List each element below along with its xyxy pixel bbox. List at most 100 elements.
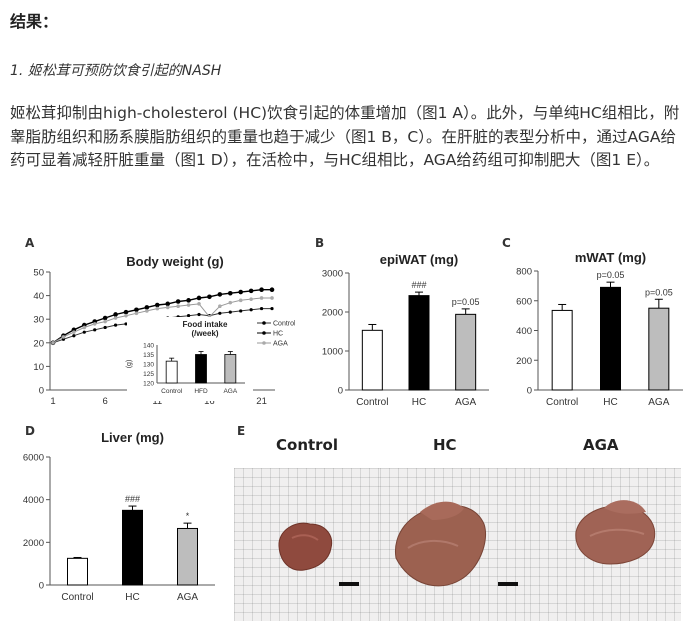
y-tick-label: 4000: [23, 495, 44, 506]
data-point-aga: [113, 316, 118, 320]
x-tick-label: AGA: [648, 397, 669, 408]
legend-label: Control: [273, 321, 295, 328]
panel-label-e: E: [237, 424, 246, 438]
x-tick-label: 6: [102, 396, 107, 407]
epiwat-chart-title: epiWAT (mg): [380, 252, 458, 267]
liver-image-aga: [575, 500, 656, 565]
x-tick-label: Control: [61, 592, 93, 603]
data-point-hc: [227, 290, 233, 296]
liver-image-control: [278, 522, 359, 586]
x-tick-label: 21: [256, 396, 267, 407]
y-tick-label: 0: [39, 581, 44, 592]
legend-marker: [262, 341, 266, 345]
liver-photo-hc: [380, 468, 531, 621]
y-tick-label: 20: [33, 338, 44, 349]
x-tick-label: HC: [603, 397, 617, 408]
panel-label-d: D: [25, 424, 35, 438]
significance-annotation: p=0.05: [597, 270, 625, 280]
panel-label-b: B: [315, 236, 325, 250]
inset-bar-aga: [224, 354, 237, 384]
data-point-hc: [134, 307, 139, 313]
inset-y-tick-label: 140: [143, 343, 154, 350]
bar-aga: [648, 307, 670, 391]
data-point-aga: [155, 306, 160, 311]
data-point-aga: [238, 298, 243, 303]
data-point-hc: [123, 309, 129, 315]
data-point-aga: [92, 322, 97, 326]
x-tick-label: HC: [412, 397, 426, 408]
bar-control: [67, 557, 88, 586]
photo-label-aga: AGA: [583, 436, 619, 454]
data-point-hc: [102, 315, 108, 321]
y-tick-label: 1000: [322, 347, 343, 358]
data-point-aga: [218, 304, 222, 309]
data-point-control: [72, 334, 76, 338]
y-tick-label: 30: [33, 315, 44, 326]
data-point-aga: [259, 296, 264, 300]
liver-chart: Liver (mg) 0 2000 4000 6000 Control ### HC * AGA: [23, 430, 215, 603]
data-point-control: [249, 308, 253, 312]
y-tick-label: 800: [516, 267, 532, 278]
data-point-control: [82, 330, 86, 334]
y-tick-label: 2000: [322, 308, 343, 319]
data-point-aga: [186, 303, 191, 307]
data-point-hc: [165, 301, 171, 307]
y-tick-label: 600: [516, 296, 532, 307]
data-point-control: [186, 314, 191, 318]
liver-photo-aga: [530, 468, 681, 621]
y-tick-label: 0: [39, 386, 44, 397]
significance-annotation: p=0.05: [645, 287, 673, 297]
x-tick-label: Control: [356, 397, 388, 408]
photo-label-control: Control: [276, 436, 339, 454]
data-point-aga: [72, 330, 76, 334]
series-line-aga: [52, 297, 272, 344]
body-weight-chart-title: Body weight (g): [126, 254, 224, 269]
significance-annotation: p=0.05: [452, 297, 480, 307]
bar-aga: [177, 527, 198, 586]
mwat-chart-title: mWAT (mg): [575, 250, 646, 265]
liver-image-hc: [394, 501, 518, 587]
x-tick-label: AGA: [455, 397, 476, 408]
scale-bar: [498, 582, 518, 586]
bar-control: [361, 329, 383, 391]
x-tick-label: HC: [125, 592, 139, 603]
data-point-hc: [259, 287, 264, 292]
epiwat-chart: epiWAT (mg) 0 1000 2000 3000 Control ### HC p=0.…: [322, 252, 489, 408]
x-tick-label: 16: [204, 396, 215, 407]
data-point-control: [259, 306, 264, 311]
scale-bar: [339, 582, 359, 586]
data-point-hc: [217, 292, 223, 297]
y-tick-label: 40: [33, 291, 44, 302]
significance-annotation: ###: [411, 280, 426, 290]
inset-x-tick-label: Control: [161, 388, 183, 395]
x-tick-label: Control: [546, 397, 578, 408]
inset-y-tick-label: 130: [143, 362, 154, 369]
data-point-aga: [134, 311, 139, 316]
inset-y-tick-label: 135: [143, 352, 154, 359]
data-point-hc: [113, 312, 118, 317]
data-point-hc: [186, 298, 191, 303]
data-point-control: [270, 306, 274, 311]
series-line-hc: [52, 289, 272, 344]
data-point-hc: [175, 299, 181, 304]
data-point-aga: [61, 335, 66, 339]
legend-marker: [262, 331, 266, 335]
data-point-control: [228, 310, 232, 314]
data-point-aga: [197, 302, 201, 306]
data-point-hc: [154, 302, 160, 308]
data-point-aga: [145, 309, 149, 313]
data-point-aga: [51, 341, 55, 345]
inset-x-tick-label: AGA: [223, 388, 237, 395]
significance-annotation: ###: [125, 494, 140, 504]
bar-hc: [122, 509, 143, 586]
data-point-aga: [103, 319, 107, 324]
data-point-control: [103, 325, 107, 330]
panel-label-a: A: [25, 236, 35, 250]
data-point-aga: [249, 297, 253, 301]
mwat-chart: mWAT (mg) 0 200 400 600 800 Control p=0.05 HC p=0…: [516, 250, 683, 408]
y-tick-label: 2000: [23, 538, 44, 549]
inset-bar-hfd: [195, 354, 207, 384]
y-tick-label: 200: [516, 356, 532, 367]
results-heading: 结果：: [10, 12, 59, 31]
bar-hc: [408, 295, 430, 391]
